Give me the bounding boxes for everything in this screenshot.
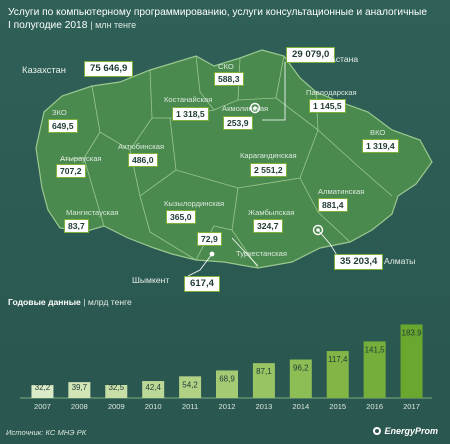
region-value-kyzylorda: 365,0 — [166, 210, 196, 224]
bar-label-2008: 39,7 — [72, 383, 88, 392]
bar-label-2009: 32,5 — [108, 383, 124, 392]
city-value-shymkent: 617,4 — [184, 276, 221, 292]
title-unit: | млн тенге — [90, 20, 137, 30]
logo-text: EnergyProm — [384, 426, 438, 436]
region-value-atyrau: 707,2 — [56, 164, 86, 178]
bar-2015 — [326, 351, 349, 398]
astana-marker — [249, 102, 261, 114]
city-name-almaty: Алматы — [384, 256, 416, 266]
x-tick-2011: 2011 — [182, 402, 198, 411]
region-value-karaganda: 2 551,2 — [250, 163, 287, 177]
bar-2007 — [31, 385, 54, 398]
bar-2009 — [105, 385, 128, 398]
title-line-2: I полугодие 2018 — [8, 20, 88, 31]
region-value-zhambyl: 324,7 — [253, 219, 283, 233]
region-name-atyrau: Атырауская — [60, 154, 102, 163]
region-name-zko: ЗКО — [52, 108, 67, 117]
source-note: Источник: КС МНЭ РК — [6, 428, 87, 437]
region-name-karaganda: Карагандинская — [240, 151, 297, 160]
region-borders — [59, 55, 393, 269]
city-value-almaty: 35 203,4 — [334, 254, 384, 270]
region-name-zhambyl: Жамбылская — [248, 208, 295, 217]
region-name-pavlodar: Павлодарская — [306, 88, 357, 97]
bar-2016 — [363, 341, 386, 398]
bar-label-2012: 68,9 — [219, 374, 235, 383]
region-value-akmola: 253,9 — [223, 116, 253, 130]
region-name-kostanay: Костанайская — [164, 95, 213, 104]
region-value-mangistau: 83,7 — [64, 219, 89, 233]
almaty-marker — [312, 224, 324, 236]
bar-label-2007: 32,2 — [35, 383, 51, 392]
energyprom-logo: EnergyProm — [373, 426, 438, 436]
bar-2017 — [400, 324, 423, 398]
bar-2010 — [142, 381, 165, 398]
city-name-astana: Астана — [330, 54, 359, 64]
bar-2013 — [252, 363, 275, 398]
x-tick-2009: 2009 — [108, 402, 125, 411]
x-tick-2014: 2014 — [292, 402, 309, 411]
bar-label-2011: 54,2 — [182, 380, 198, 389]
region-value-zko: 649,5 — [48, 119, 78, 133]
region-name-vko: ВКО — [370, 128, 386, 137]
annual-title-text: Годовые данные — [8, 297, 81, 307]
x-tick-2010: 2010 — [145, 402, 162, 411]
bar-2012 — [216, 370, 238, 398]
country-label: Казахстан — [22, 64, 66, 75]
bar-label-2013: 87,1 — [256, 367, 272, 376]
region-value-vko: 1 319,4 — [362, 139, 399, 153]
x-tick-2013: 2013 — [255, 402, 272, 411]
x-tick-2015: 2015 — [329, 402, 346, 411]
city-value-astana: 29 079,0 — [286, 47, 336, 63]
region-name-turkestan: Туркестанская — [236, 249, 288, 258]
bar-label-2016: 141,5 — [365, 345, 386, 354]
region-value-pavlodar: 1 145,5 — [309, 99, 346, 113]
x-tick-2008: 2008 — [71, 402, 88, 411]
region-name-aktobe: Актюбинская — [118, 142, 165, 151]
region-value-turkestan: 72,9 — [197, 232, 222, 246]
title-line-1: Услуги по компьютерному программированию… — [8, 7, 428, 18]
region-name-akmola: Акмолинская — [222, 104, 269, 113]
region-name-almaty-region: Алматинская — [318, 187, 365, 196]
page-title: Услуги по компьютерному программированию… — [8, 6, 448, 32]
bar-label-2014: 96,2 — [293, 364, 309, 373]
annual-title: Годовые данные | млрд тенге — [8, 297, 132, 307]
region-value-almaty-region: 881,4 — [318, 198, 348, 212]
country-value: 75 646,9 — [84, 61, 134, 77]
bar-label-2017: 183,9 — [402, 328, 423, 337]
region-value-kostanay: 1 318,5 — [172, 107, 209, 121]
bar-label-2015: 117,4 — [328, 355, 348, 364]
x-tick-2016: 2016 — [366, 402, 383, 411]
city-name-shymkent: Шымкент — [132, 275, 170, 285]
bar-2014 — [289, 359, 312, 398]
x-tick-2012: 2012 — [219, 402, 236, 411]
bar-2008 — [68, 382, 91, 398]
annual-unit: | млрд тенге — [83, 297, 132, 307]
x-tick-2007: 2007 — [34, 402, 51, 411]
bar-label-2010: 42,4 — [145, 383, 161, 392]
logo-icon — [373, 427, 382, 435]
region-value-aktobe: 486,0 — [128, 153, 158, 167]
region-name-mangistau: Мангистауская — [66, 208, 119, 217]
region-value-sko: 588,3 — [214, 72, 244, 86]
region-name-kyzylorda: Кызылординская — [164, 199, 225, 208]
bar-2011 — [179, 376, 202, 398]
region-name-sko: СКО — [218, 62, 234, 71]
x-tick-2017: 2017 — [403, 402, 420, 411]
